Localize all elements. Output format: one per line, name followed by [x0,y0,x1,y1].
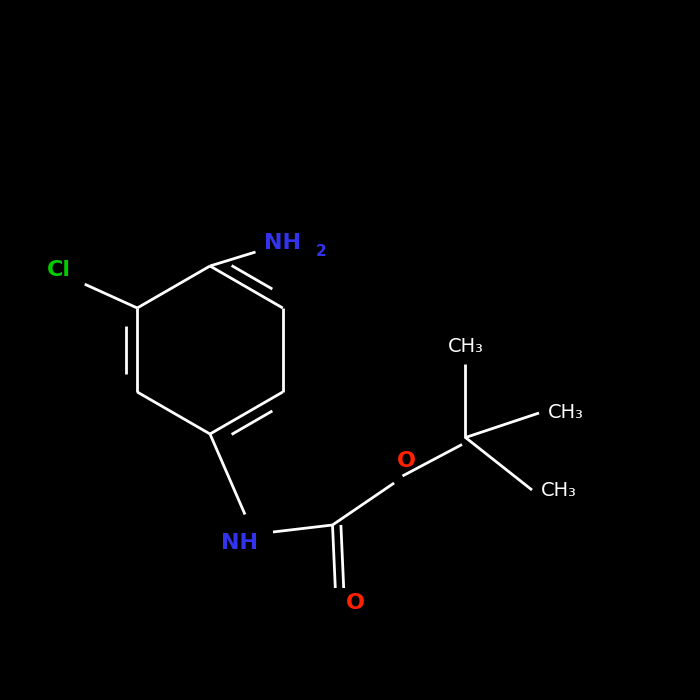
Text: O: O [345,594,365,613]
Text: CH₃: CH₃ [447,337,484,356]
Text: NH: NH [264,233,300,253]
Text: CH₃: CH₃ [547,403,584,423]
Text: NH: NH [221,533,258,553]
Text: Cl: Cl [47,260,71,280]
Text: CH₃: CH₃ [540,480,577,500]
Text: 2: 2 [316,244,327,260]
Text: O: O [396,451,416,470]
